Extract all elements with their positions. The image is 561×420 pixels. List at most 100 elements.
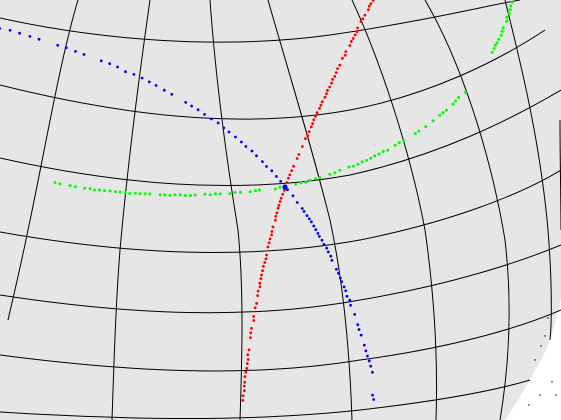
axis-dot [307,217,311,221]
axis-dot [308,178,312,182]
axis-dot [499,33,503,37]
axis-dot [266,245,270,249]
axis-dot [312,118,316,122]
axis-dot [357,328,361,331]
axis-dot [342,285,346,289]
axis-dot [509,4,513,8]
axis-dot [337,271,340,275]
axis-dot [270,233,273,237]
edge-dot [547,317,549,319]
axis-dot [336,67,339,70]
axis-dot [338,63,342,67]
axis-z-blue-dots [0,27,376,401]
axis-dot [328,172,332,176]
axis-dot [258,281,262,285]
axis-dot [138,192,142,196]
axis-dot [73,185,77,189]
axis-dot [83,186,87,190]
axis-dot [196,108,200,112]
axis-dot [227,130,231,134]
axis-dot [249,336,252,339]
axis-dot [37,37,41,41]
axis-dot [334,71,338,74]
axis-dot [505,15,509,19]
axis-dot [239,190,242,194]
axis-dot [335,267,338,271]
axis-dot [162,88,166,92]
axis-dot [330,81,333,85]
axis-dot [505,19,509,23]
axis-dot [351,164,355,168]
axis-dot [98,188,101,192]
axis-dot [262,264,265,268]
axis-dot [318,107,321,110]
edge-dot [539,394,541,396]
axis-dot [338,276,342,280]
axis-dot [147,80,151,84]
edge-dot [551,381,553,383]
axis-dot [240,140,243,144]
axis-dot [143,192,147,196]
axis-dot [314,114,317,118]
axis-dot [362,343,366,347]
axis-dot [305,214,309,218]
axis-dot [118,190,122,194]
axis-dot [256,294,259,297]
axis-dot [501,26,505,30]
axis-dot [178,193,182,197]
axis-dot [241,394,245,398]
axis-dot [497,37,501,41]
axis-dot [365,158,369,162]
axis-dot [367,359,371,363]
axis-dot [397,141,401,145]
axis-dot [367,4,371,8]
axis-dot [344,50,348,53]
axis-dot [424,125,428,129]
axis-dot [183,194,187,197]
axis-dot [320,100,324,104]
axis-dot [163,193,167,197]
axis-dot [168,193,172,197]
grid-line [0,29,546,120]
axis-dot [338,168,342,172]
axis-dot [438,113,442,117]
axis-dot [281,192,285,196]
axis-dot [304,137,307,141]
axis-dot [244,370,248,374]
axis-dot [210,117,213,121]
axis-dot [329,254,333,258]
axis-dot [255,302,258,305]
axis-dot [371,0,375,2]
axis-dot [274,214,278,218]
axis-dot [253,306,257,310]
axis-dot [203,192,207,196]
axis-dot [258,188,262,192]
axis-dot [348,44,352,47]
axis-dot [315,111,319,115]
axis-dot [99,59,103,63]
axis-dot [311,122,314,125]
axis-dot [371,393,374,397]
axis-dot [252,315,256,318]
grid-line [0,309,561,372]
axis-dot [363,13,367,17]
axis-dot [132,73,136,76]
axis-dot [250,149,254,153]
axis-dot [295,201,299,204]
axis-dot [114,190,118,194]
axis-dot [402,139,406,143]
axis-dot [508,8,512,12]
axis-dot [464,90,467,94]
axis-dot [318,235,321,238]
axis-dot [444,108,448,112]
axis-dot [82,53,86,56]
grid-line [0,89,561,187]
axis-dot [320,238,324,242]
axis-dot [304,180,308,184]
axis-dot [286,188,289,192]
axis-dot [203,113,206,116]
